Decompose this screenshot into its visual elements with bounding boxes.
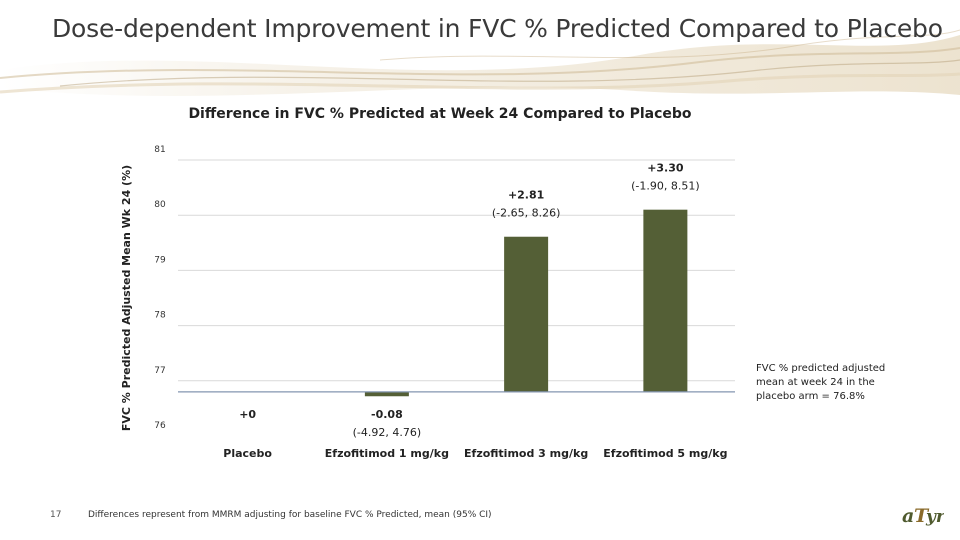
y-tick-label: 76 [154,421,166,431]
grid-lines [178,159,735,382]
data-labels: +0 -0.08 (-4.92, 4.76) +2.81 (-2.65, 8.26) +3… [239,162,699,439]
data-label: +2.81 [508,189,544,202]
y-tick-label: 79 [154,255,166,265]
svg-text:a: a [902,505,914,527]
x-tick-label: Placebo [223,447,272,460]
ci-label: (-4.92, 4.76) [353,426,422,439]
bar [364,391,409,397]
bar [643,209,688,392]
y-tick-label: 80 [154,200,166,210]
svg-text:yr: yr [925,507,944,527]
header-banner [0,29,960,96]
x-tick-label: Efzofitimod 5 mg/kg [603,447,727,460]
axes: 76 77 78 79 80 81 Placebo Efzofitimod 1 mg/kg Ef… [120,145,735,460]
ci-label: (-1.90, 8.51) [631,180,700,193]
bars [364,209,688,397]
footnote: Differences represent from MMRM adjustin… [88,510,492,520]
atyr-logo: a T yr [902,505,944,527]
ci-label: (-2.65, 8.26) [492,207,561,220]
y-tick-label: 81 [154,145,165,155]
x-tick-label: Efzofitimod 3 mg/kg [464,447,588,460]
bar [504,236,549,392]
placebo-note: FVC % predicted adjusted mean at week 24… [756,363,886,402]
chart-title: Difference in FVC % Predicted at Week 24… [188,106,692,122]
y-tick-label: 77 [154,366,165,376]
x-tick-label: Efzofitimod 1 mg/kg [325,447,449,460]
data-label: +3.30 [647,162,684,175]
page-number: 17 [50,510,62,520]
data-label: +0 [239,408,256,421]
data-label: -0.08 [371,408,403,421]
y-axis-label: FVC % Predicted Adjusted Mean Wk 24 (%) [120,165,133,431]
y-tick-label: 78 [154,311,166,321]
svg-text:T: T [914,505,930,527]
slide-title: Dose-dependent Improvement in FVC % Pred… [52,14,943,43]
